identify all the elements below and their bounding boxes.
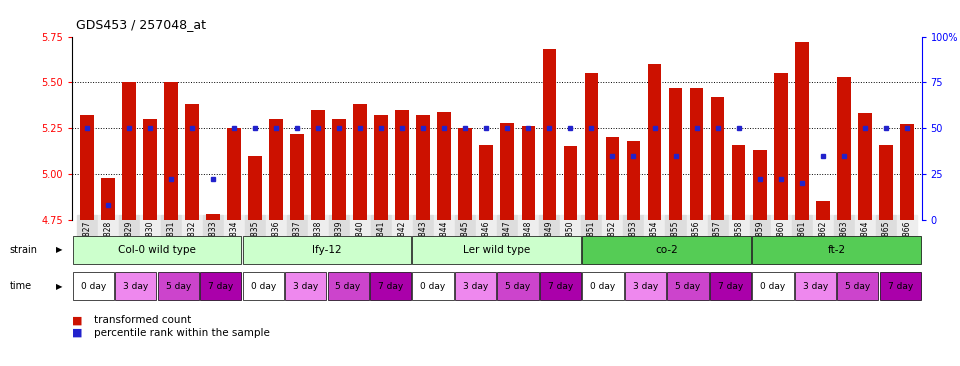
Bar (370, 272, 411, 300)
Bar (879, 145, 893, 220)
Text: 0 day: 0 day (590, 282, 615, 291)
Bar (732, 145, 746, 220)
Text: Ler wild type: Ler wild type (463, 245, 531, 255)
Text: 0 day: 0 day (251, 282, 276, 291)
Bar (795, 272, 836, 300)
Text: 5 day: 5 day (335, 282, 361, 291)
Bar (564, 146, 577, 220)
Bar (143, 119, 156, 220)
Text: 3 day: 3 day (803, 282, 828, 291)
Bar (879, 272, 921, 300)
Bar (243, 272, 284, 300)
Bar (285, 272, 326, 300)
Text: time: time (10, 281, 32, 291)
Bar (585, 73, 598, 220)
Bar (540, 272, 581, 300)
Bar (185, 104, 199, 220)
Text: Col-0 wild type: Col-0 wild type (118, 245, 196, 255)
Bar (667, 272, 708, 300)
Text: ft-2: ft-2 (828, 245, 846, 255)
Bar (122, 82, 135, 220)
Text: ▶: ▶ (56, 245, 62, 254)
Text: 5 day: 5 day (845, 282, 871, 291)
Bar (115, 272, 156, 300)
Text: 3 day: 3 day (123, 282, 149, 291)
Bar (837, 77, 851, 220)
Bar (332, 119, 346, 220)
Bar (816, 201, 829, 220)
Bar (73, 236, 241, 264)
Text: 5 day: 5 day (165, 282, 191, 291)
Bar (200, 272, 241, 300)
Text: GDS453 / 257048_at: GDS453 / 257048_at (76, 18, 206, 31)
Text: ■: ■ (72, 328, 83, 338)
Bar (479, 145, 493, 220)
Text: 7 day: 7 day (718, 282, 743, 291)
Bar (73, 272, 114, 300)
Bar (248, 156, 262, 220)
Bar (413, 272, 454, 300)
Bar (290, 134, 304, 220)
Bar (709, 272, 751, 300)
Text: 3 day: 3 day (293, 282, 319, 291)
Bar (625, 272, 666, 300)
Text: ▶: ▶ (56, 282, 62, 291)
Text: transformed count: transformed count (94, 315, 191, 325)
Bar (900, 124, 914, 220)
Text: strain: strain (10, 245, 37, 255)
Bar (583, 236, 751, 264)
Bar (648, 64, 661, 220)
Bar (413, 236, 581, 264)
Bar (327, 272, 369, 300)
Bar (858, 113, 872, 220)
Bar (753, 150, 766, 220)
Bar (774, 73, 787, 220)
Bar (627, 141, 640, 220)
Text: co-2: co-2 (656, 245, 678, 255)
Bar (80, 115, 93, 220)
Bar (669, 88, 683, 220)
Bar (837, 272, 878, 300)
Bar (753, 272, 794, 300)
Text: 7 day: 7 day (378, 282, 403, 291)
Bar (753, 236, 921, 264)
Bar (583, 272, 624, 300)
Text: 5 day: 5 day (675, 282, 701, 291)
Bar (795, 42, 808, 220)
Text: 3 day: 3 day (463, 282, 489, 291)
Text: 0 day: 0 day (760, 282, 785, 291)
Bar (374, 115, 388, 220)
Bar (497, 272, 539, 300)
Bar (606, 137, 619, 220)
Bar (500, 123, 515, 220)
Bar (311, 110, 324, 220)
Bar (269, 119, 283, 220)
Text: 0 day: 0 day (81, 282, 106, 291)
Bar (417, 115, 430, 220)
Bar (353, 104, 367, 220)
Text: 3 day: 3 day (633, 282, 659, 291)
Bar (157, 272, 199, 300)
Bar (689, 88, 704, 220)
Text: 7 day: 7 day (888, 282, 913, 291)
Bar (396, 110, 409, 220)
Text: 7 day: 7 day (548, 282, 573, 291)
Text: ■: ■ (72, 315, 83, 325)
Bar (459, 128, 472, 220)
Text: 7 day: 7 day (208, 282, 233, 291)
Bar (521, 126, 535, 220)
Text: lfy-12: lfy-12 (312, 245, 342, 255)
Bar (228, 128, 241, 220)
Bar (243, 236, 411, 264)
Bar (438, 112, 451, 220)
Bar (455, 272, 496, 300)
Bar (710, 97, 725, 220)
Bar (206, 214, 220, 220)
Text: 5 day: 5 day (505, 282, 531, 291)
Text: percentile rank within the sample: percentile rank within the sample (94, 328, 270, 338)
Bar (164, 82, 178, 220)
Bar (101, 178, 114, 220)
Bar (542, 49, 556, 220)
Text: 0 day: 0 day (420, 282, 445, 291)
